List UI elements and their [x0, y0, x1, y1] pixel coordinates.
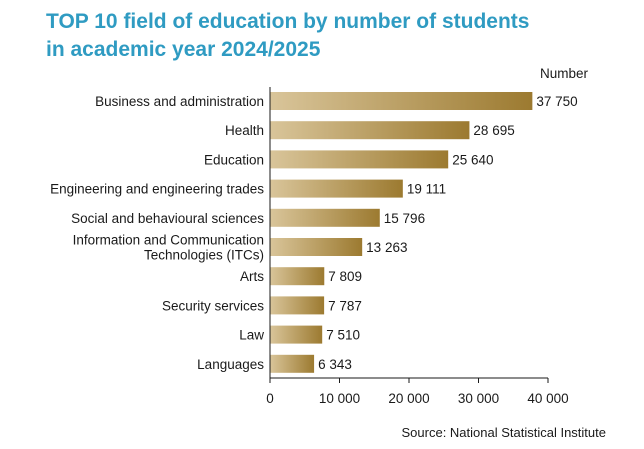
bar-7	[270, 296, 325, 315]
x-tick-label-2: 20 000	[388, 391, 429, 406]
x-tick-label-1: 10 000	[319, 391, 360, 406]
category-label-4: Social and behavioural sciences	[71, 211, 264, 226]
category-label-1: Health	[225, 123, 264, 138]
category-label-5: Information and Communication Technologie…	[73, 233, 264, 263]
value-label-6: 7 809	[328, 269, 362, 284]
category-label-6: Arts	[240, 269, 264, 284]
bar-9	[270, 354, 315, 373]
value-label-4: 15 796	[384, 211, 425, 226]
category-label-7-line-0: Security services	[162, 298, 264, 313]
category-label-9: Languages	[197, 357, 264, 372]
value-label-9: 6 343	[318, 357, 352, 372]
bar-1	[270, 121, 470, 140]
category-label-2: Education	[204, 152, 264, 167]
category-label-8-line-0: Law	[239, 328, 264, 343]
category-label-4-line-0: Social and behavioural sciences	[71, 211, 264, 226]
bar-5	[270, 238, 363, 256]
bar-2	[270, 150, 449, 169]
bar-0	[270, 92, 533, 110]
value-label-2: 25 640	[452, 152, 493, 167]
bar-4	[270, 208, 380, 227]
x-axis: 0 10 000 20 000 30 000 40 000	[266, 377, 569, 406]
category-label-3-line-0: Engineering and engineering trades	[50, 182, 264, 197]
value-label-0: 37 750	[536, 94, 577, 109]
category-label-2-line-0: Education	[204, 152, 264, 167]
value-label-7: 7 787	[328, 298, 362, 313]
category-label-5-line-1: Technologies (ITCs)	[144, 248, 264, 263]
bar-8	[270, 325, 323, 344]
category-label-5-line-0: Information and Communication	[73, 233, 264, 248]
x-tick-label-0: 0	[266, 391, 274, 406]
category-label-7: Security services	[162, 298, 264, 313]
chart-title-line-2: in academic year 2024/2025	[46, 38, 321, 61]
category-label-8: Law	[239, 328, 264, 343]
x-tick-label-3: 30 000	[458, 391, 499, 406]
category-label-0-line-0: Business and administration	[95, 94, 264, 109]
chart-title-line-1: TOP 10 field of education by number of s…	[46, 10, 530, 33]
source-note: Source: National Statistical Institute	[401, 425, 607, 440]
bar-3	[270, 179, 403, 198]
chart-title: TOP 10 field of education by number of s…	[46, 8, 626, 64]
value-label-1: 28 695	[473, 123, 514, 138]
x-tick-label-4: 40 000	[527, 391, 568, 406]
value-label-8: 7 510	[326, 328, 360, 343]
category-label-6-line-0: Arts	[240, 269, 264, 284]
bar-6	[270, 267, 325, 286]
bars-layer: 37 750 Business and administration 28 695 H…	[50, 92, 578, 373]
category-label-1-line-0: Health	[225, 123, 264, 138]
category-label-0: Business and administration	[95, 94, 264, 109]
value-label-5: 13 263	[366, 240, 407, 255]
category-label-9-line-0: Languages	[197, 357, 264, 372]
value-label-3: 19 111	[407, 182, 446, 197]
value-axis-label: Number	[540, 66, 589, 81]
category-label-3: Engineering and engineering trades	[50, 182, 264, 197]
